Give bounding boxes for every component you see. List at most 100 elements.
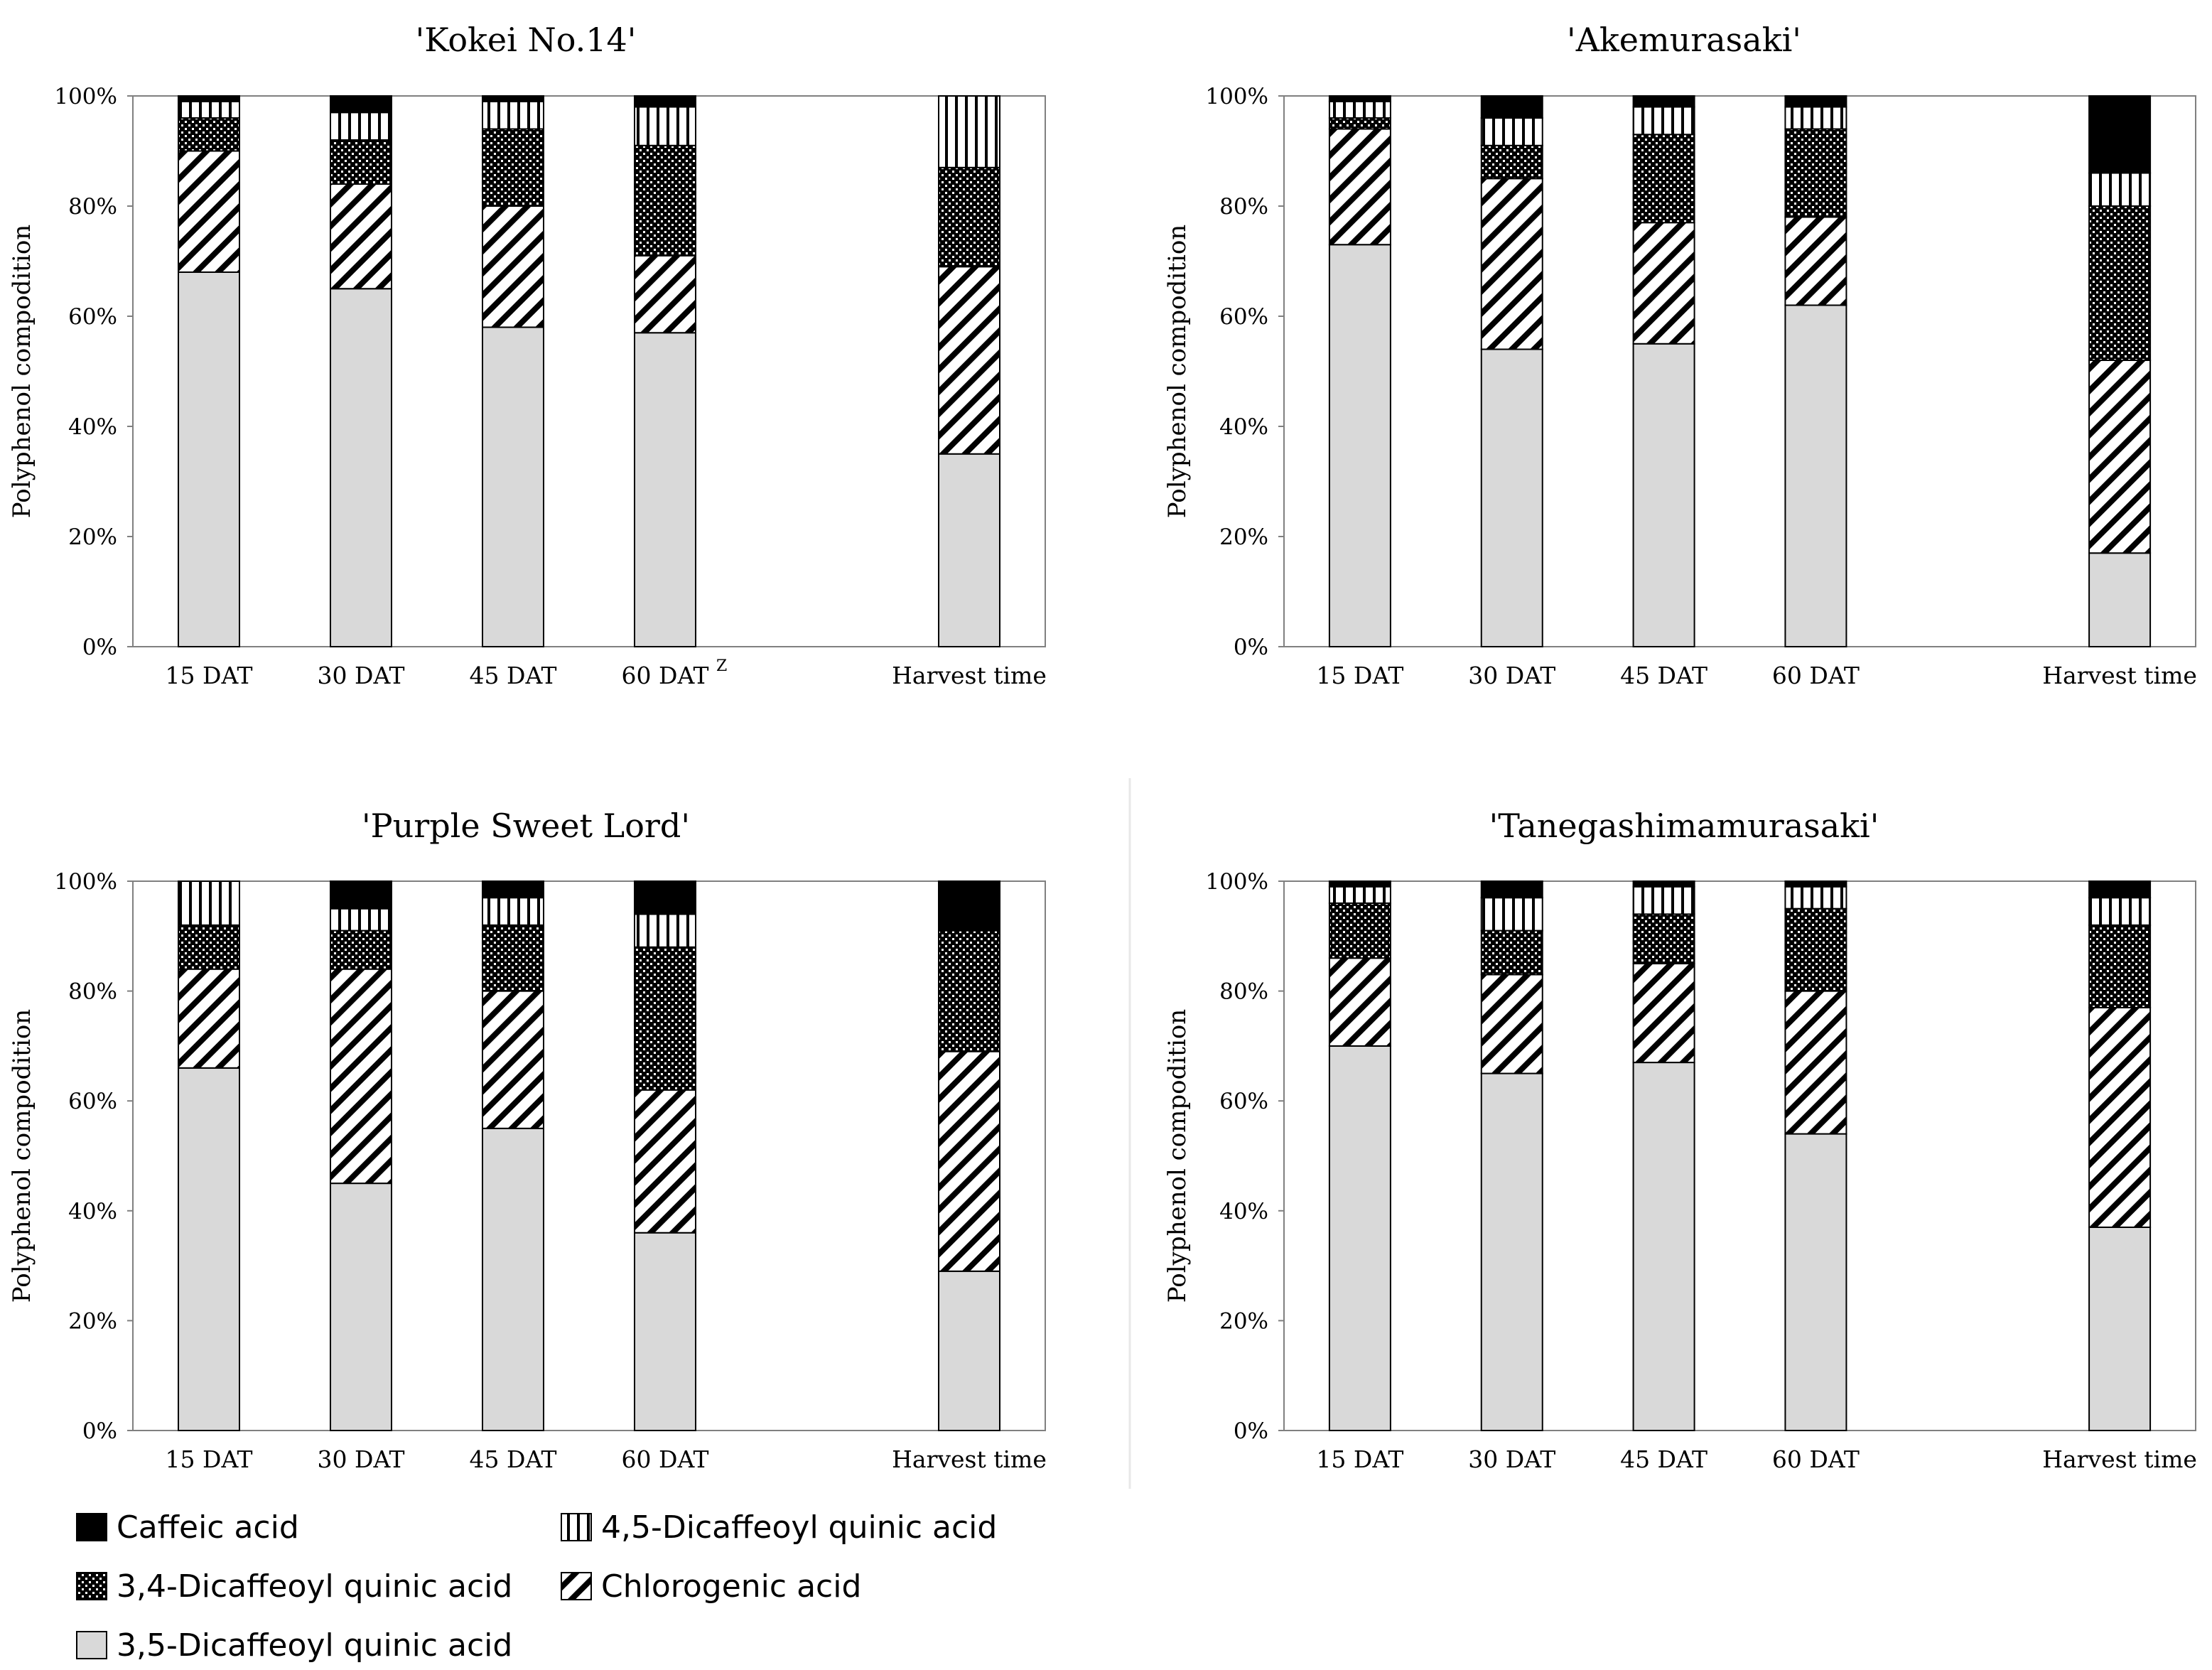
bar-segment-s35-dicaffeoyl-5 <box>2088 1226 2152 1431</box>
x-tick-label: Harvest time <box>2042 662 2197 689</box>
bar-segment-s45-dicaffeoyl-3 <box>1632 885 1695 915</box>
chart-panel-1: 'Kokei No.14' Polyphenol compodition 0% 20%… <box>8 21 1047 689</box>
bar-segment-s35-dicaffeoyl-4 <box>634 332 696 647</box>
bar-segment-s45-dicaffeoyl-2 <box>330 112 392 141</box>
bar-segment-s34-dicaffeoyl-5 <box>938 166 1000 268</box>
bar-segment-caffeic-4 <box>634 880 696 915</box>
x-tick-label: 60 DAT <box>622 662 709 689</box>
chart-title: 'Tanegashimamurasaki' <box>1489 807 1879 845</box>
legend-item-45-dicaffeoyl: 4,5-Dicaffeoyl quinic acid <box>561 1509 997 1546</box>
bar-segment-chlorogenic-1 <box>1328 957 1391 1047</box>
y-tick-label: 0% <box>1234 635 1268 660</box>
bar-segment-s35-dicaffeoyl-4 <box>1784 304 1847 647</box>
y-tick-label: 80% <box>68 979 117 1005</box>
bar-segment-s34-dicaffeoyl-2 <box>330 930 392 970</box>
legend-label-chlorogenic-acid: Chlorogenic acid <box>601 1568 861 1605</box>
y-tick-label: 40% <box>68 414 117 440</box>
plot-frame <box>1283 95 2196 647</box>
y-tick-label: 0% <box>82 635 117 660</box>
bar-segment-s45-dicaffeoyl-1 <box>178 880 240 926</box>
bar-segment-s45-dicaffeoyl-1 <box>178 100 240 119</box>
y-tick-label: 20% <box>1219 524 1268 550</box>
bar-segment-chlorogenic-3 <box>1632 962 1695 1064</box>
bar-segment-s34-dicaffeoyl-1 <box>1328 117 1391 130</box>
bar-segment-s35-dicaffeoyl-5 <box>938 1270 1000 1431</box>
x-tick-label: 30 DAT <box>318 662 405 689</box>
bar-segment-s34-dicaffeoyl-2 <box>1480 144 1543 180</box>
x-tick-superscript: Z <box>716 657 727 675</box>
bar-segment-chlorogenic-4 <box>634 1089 696 1234</box>
bar-segment-s35-dicaffeoyl-3 <box>1632 1062 1695 1431</box>
y-tick-label: 0% <box>82 1418 117 1444</box>
y-tick-label: 100% <box>54 84 117 109</box>
bar-segment-s45-dicaffeoyl-5 <box>2088 897 2152 926</box>
bar-segment-chlorogenic-5 <box>938 1050 1000 1272</box>
y-tick-label: 20% <box>1219 1308 1268 1334</box>
bar-segment-s45-dicaffeoyl-1 <box>1328 885 1391 904</box>
bar-segment-s35-dicaffeoyl-1 <box>1328 244 1391 647</box>
y-tick-label: 60% <box>1219 1089 1268 1114</box>
x-tick-label: 15 DAT <box>1316 1445 1403 1473</box>
y-axis-label: Polyphenol compodition <box>1163 225 1192 518</box>
bar-segment-chlorogenic-1 <box>1328 128 1391 246</box>
bar-segment-chlorogenic-2 <box>330 183 392 290</box>
bar-segment-s35-dicaffeoyl-4 <box>634 1232 696 1431</box>
bar-segment-caffeic-1 <box>1328 880 1391 888</box>
legend-item-35-dicaffeoyl: 3,5-Dicaffeoyl quinic acid <box>76 1627 512 1664</box>
x-tick-label: Harvest time <box>2042 1445 2197 1473</box>
y-tick-label: 100% <box>1205 84 1268 109</box>
x-tick-label: 30 DAT <box>318 1445 405 1473</box>
y-tick-label: 0% <box>1234 1418 1268 1444</box>
bar-segment-chlorogenic-4 <box>1784 990 1847 1135</box>
bar-segment-s45-dicaffeoyl-4 <box>1784 106 1847 130</box>
bar-segment-caffeic-3 <box>1632 95 1695 108</box>
legend-swatch-45-dicaffeoyl <box>561 1513 592 1541</box>
x-tick-label: 15 DAT <box>1316 662 1403 689</box>
bar-segment-s35-dicaffeoyl-1 <box>178 271 240 647</box>
legend-swatch-caffeic-acid <box>76 1513 107 1541</box>
legend-label-caffeic-acid: Caffeic acid <box>117 1509 299 1546</box>
bar-segment-chlorogenic-1 <box>178 968 240 1069</box>
x-tick-label: 45 DAT <box>1620 1445 1707 1473</box>
bar-segment-caffeic-4 <box>634 95 696 108</box>
bar-segment-caffeic-2 <box>330 95 392 114</box>
bar-segment-s34-dicaffeoyl-4 <box>1784 907 1847 992</box>
bar-segment-chlorogenic-3 <box>482 205 544 328</box>
legend-item-chlorogenic-acid: Chlorogenic acid <box>561 1568 861 1605</box>
bar-segment-s35-dicaffeoyl-3 <box>482 1127 544 1431</box>
legend-label-45-dicaffeoyl: 4,5-Dicaffeoyl quinic acid <box>601 1509 997 1546</box>
bar-segment-s35-dicaffeoyl-3 <box>482 326 544 647</box>
x-tick-label: 45 DAT <box>1620 662 1707 689</box>
bar-segment-chlorogenic-4 <box>634 254 696 334</box>
bar-segment-s34-dicaffeoyl-4 <box>634 946 696 1091</box>
bar-segment-s45-dicaffeoyl-1 <box>1328 100 1391 119</box>
x-tick-label: 60 DAT <box>1772 662 1860 689</box>
bar-segment-chlorogenic-1 <box>178 150 240 273</box>
bar-segment-s45-dicaffeoyl-4 <box>634 106 696 146</box>
plot-frame <box>1283 880 2196 1431</box>
y-tick-label: 80% <box>1219 979 1268 1005</box>
bar-segment-caffeic-5 <box>938 880 1000 932</box>
bar-segment-caffeic-2 <box>330 880 392 910</box>
legend-swatch-chlorogenic-acid <box>561 1572 592 1600</box>
y-tick-label: 20% <box>68 524 117 550</box>
bar-segment-caffeic-2 <box>1480 880 1543 899</box>
legend-label-34-dicaffeoyl: 3,4-Dicaffeoyl quinic acid <box>117 1568 512 1605</box>
y-tick-label: 80% <box>68 194 117 220</box>
bar-segment-s35-dicaffeoyl-3 <box>1632 343 1695 647</box>
bar-segment-s35-dicaffeoyl-4 <box>1784 1133 1847 1431</box>
bar-segment-caffeic-1 <box>1328 95 1391 102</box>
plot-frame <box>132 95 1046 647</box>
y-tick-label: 100% <box>54 869 117 895</box>
bar-segment-s45-dicaffeoyl-4 <box>1784 885 1847 910</box>
bar-segment-s34-dicaffeoyl-5 <box>2088 924 2152 1008</box>
bar-segment-s35-dicaffeoyl-1 <box>178 1067 240 1431</box>
x-tick-label: 15 DAT <box>166 1445 253 1473</box>
x-tick-label: Harvest time <box>892 662 1047 689</box>
x-tick-label: 15 DAT <box>166 662 253 689</box>
bar-segment-s45-dicaffeoyl-5 <box>2088 172 2152 207</box>
bar-segment-s34-dicaffeoyl-2 <box>1480 930 1543 976</box>
y-tick-label: 20% <box>68 1308 117 1334</box>
chart-title: 'Purple Sweet Lord' <box>362 807 690 845</box>
